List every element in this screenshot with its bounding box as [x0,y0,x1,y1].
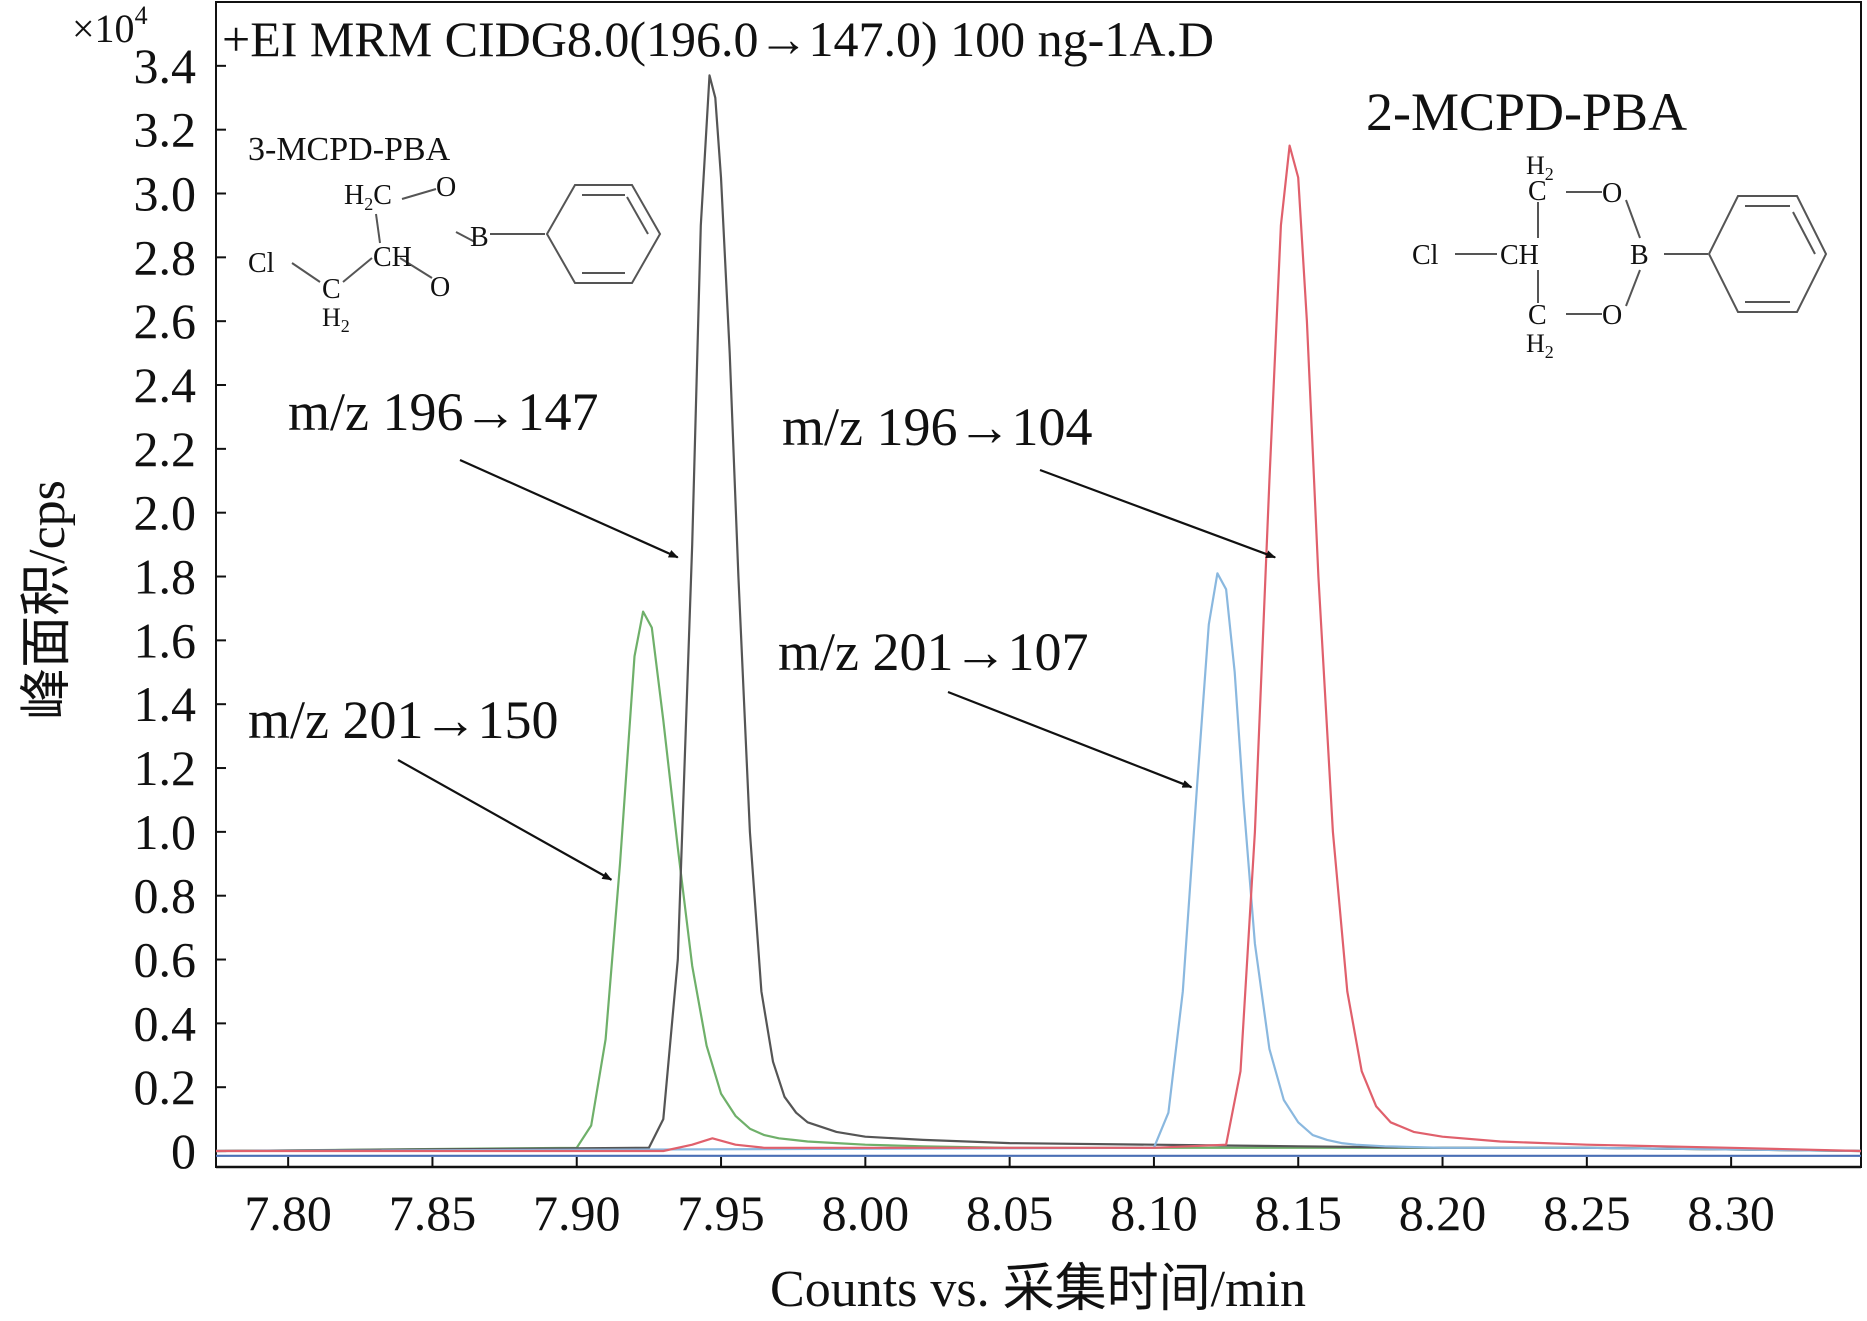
y-tick-label: 1.8 [134,549,197,605]
y-tick-label: 0.8 [134,868,197,924]
y-tick-label: 2.8 [134,229,197,285]
plot-frame [215,1,1862,1168]
structure-name: 2-MCPD-PBA [1366,82,1687,142]
y-tick-label: 1.4 [134,676,197,732]
y-tick-label: 0.2 [134,1059,197,1115]
x-axis-ticks: 7.80 7.85 7.90 7.95 8.00 8.05 8.10 8.15 8.20 8.25… [244,1157,1775,1241]
y-tick-label: 2.2 [134,421,197,477]
atom-b: B [470,222,489,253]
atom-b: B [1630,240,1649,271]
x-tick-label: 8.25 [1543,1185,1631,1241]
chart-title: +EI MRM CIDG8.0(196.0→147.0) 100 ng-1A.D [222,11,1214,67]
annotation-label: m/z 201→107 [778,622,1088,682]
annotation-label: m/z 201→150 [248,690,558,750]
y-tick-label: 0.6 [134,932,197,988]
x-tick-label: 8.10 [1110,1185,1198,1241]
atom-c-top: C [1528,176,1547,207]
annotation-arrow [459,458,679,559]
y-tick-label: 2.4 [134,357,197,413]
structure-2-mcpd-pba: 2-MCPD-PBA Cl CH H2 C C H2 O O B [1366,82,1828,362]
annotation-layer: m/z 196→147 m/z 201→150 m/z 196→104 m/z 201… [248,382,1277,881]
y-tick-label: 2.6 [134,293,197,349]
atom-h2c: H2C [344,180,392,214]
annotation-label: m/z 196→147 [288,382,598,442]
atom-o-top: O [1602,178,1622,209]
annotation-arrow [1039,468,1277,559]
structure-3-mcpd-pba: 3-MCPD-PBA Cl C H2 CH H2C O O B [248,131,662,336]
atom-h-bottom: H2 [1526,329,1554,362]
series-line-2 [215,74,1862,1153]
atom-cl: Cl [248,248,275,279]
y-tick-label: 3.0 [134,166,197,222]
y-tick-label: 1.6 [134,612,197,668]
atom-ch: CH [1500,240,1539,271]
x-tick-label: 7.80 [244,1185,332,1241]
x-tick-label: 7.85 [389,1185,477,1241]
annotation-arrow [947,690,1193,789]
annotation-arrow [397,759,613,881]
atom-cl: Cl [1412,240,1439,271]
x-tick-label: 7.90 [533,1185,621,1241]
atom-h: H2 [322,303,350,336]
x-tick-label: 7.95 [677,1185,765,1241]
y-tick-label: 3.2 [134,102,197,158]
atom-ch: CH [373,242,412,273]
y-tick-label: 0 [171,1123,196,1179]
structure-name: 3-MCPD-PBA [248,131,451,168]
y-multiplier: ×104 [72,1,148,51]
x-tick-label: 8.20 [1399,1185,1487,1241]
x-axis-label: Counts vs. 采集时间/min [770,1261,1306,1318]
series-layer [215,74,1862,1157]
y-tick-label: 2.0 [134,485,197,541]
y-tick-label: 3.4 [134,38,197,94]
series-line-3 [215,572,1862,1153]
atom-h-top: H2 [1526,151,1554,184]
x-tick-label: 8.00 [822,1185,910,1241]
atom-c-bottom: C [1528,300,1547,331]
y-axis-ticks: 0 0.2 0.4 0.6 0.8 1.0 1.2 1.4 1.6 1.8 2.0 2.2 2.4 2.6… [134,38,226,1179]
series-line-4 [216,144,1862,1153]
atom-o-bottom: O [1602,300,1622,331]
x-tick-label: 8.30 [1687,1185,1775,1241]
annotation-label: m/z 196→104 [782,397,1092,457]
y-tick-label: 1.0 [134,804,197,860]
x-tick-label: 8.15 [1254,1185,1342,1241]
atom-c: C [322,274,341,305]
atom-o-bottom: O [430,272,450,303]
y-tick-label: 0.4 [134,995,197,1051]
y-axis-label: 峰面积/cps [19,480,76,720]
y-tick-label: 1.2 [134,740,197,796]
x-tick-label: 8.05 [966,1185,1054,1241]
atom-o-top: O [436,172,456,203]
